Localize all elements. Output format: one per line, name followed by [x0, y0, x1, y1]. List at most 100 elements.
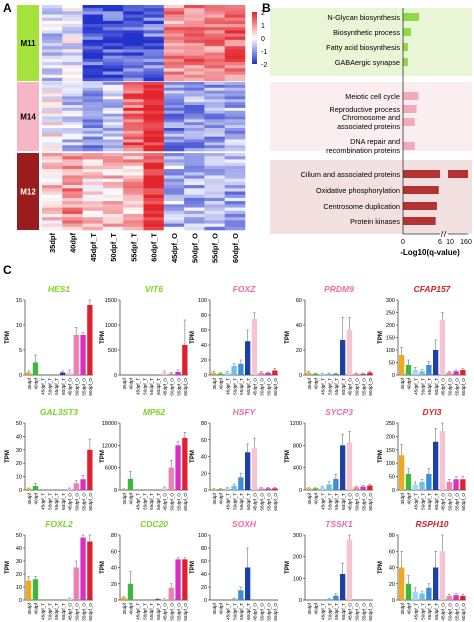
heatmap-cell [204, 87, 225, 91]
y-tick-label: 0 [392, 373, 395, 379]
heatmap-cell [204, 148, 225, 152]
heatmap-cell [184, 87, 205, 91]
heatmap-cell [163, 110, 185, 114]
y-tick-label: 0 [114, 598, 117, 604]
heatmap-cell [143, 52, 165, 56]
heatmap-cell [184, 90, 205, 94]
heatmap-cell [42, 105, 63, 109]
heatmap-cell [163, 139, 185, 143]
heatmap-cell [123, 133, 144, 137]
x-tick-label: 50dpf_T [47, 603, 52, 620]
heatmap-cell [204, 11, 225, 15]
enrichment-term-label: GABAergic synapse [335, 58, 400, 67]
heatmap-cell [42, 139, 63, 143]
enrichment-bar [403, 105, 417, 113]
heatmap-cell [163, 74, 185, 79]
bar [433, 567, 439, 600]
heatmap-cell [163, 175, 185, 179]
bar [32, 362, 39, 375]
y-tick-label: 40 [111, 566, 117, 572]
heatmap-cell [123, 194, 144, 199]
y-tick-label: 80 [201, 313, 207, 319]
heatmap-cell [163, 8, 185, 12]
bar [405, 473, 412, 490]
x-tick-label: 50dpf_T [232, 603, 237, 620]
heatmap-column-label: 45dpf_O [170, 233, 179, 263]
heatmap-cell [82, 107, 104, 112]
heatmap-cell [62, 159, 83, 163]
heatmap-cell [204, 49, 225, 53]
heatmap-cell [204, 110, 225, 114]
bar [319, 487, 325, 490]
x-tick-label: 55dpf_T [239, 378, 244, 395]
heatmap-cell [224, 223, 246, 228]
heatmap-cell [143, 33, 165, 37]
x-tick-label: 45dpf_O [348, 603, 353, 621]
heatmap-cell [224, 93, 246, 97]
heatmap-cell [102, 27, 124, 31]
heatmap-cell [143, 49, 165, 53]
heatmap-cell [62, 119, 83, 123]
y-tick-label: 60 [201, 559, 207, 565]
heatmap-cell [42, 223, 63, 228]
gene-title: HES1 [48, 284, 70, 294]
heatmap-cell [82, 191, 104, 196]
x-tick-label: 55dpf_O [361, 378, 366, 396]
heatmap-cell [163, 33, 185, 37]
heatmap-cell [204, 74, 225, 79]
heatmap-cell [224, 62, 246, 66]
bar [426, 473, 432, 490]
x-tick-label: 40dpf [34, 377, 39, 389]
y-tick-label: 100 [293, 576, 302, 582]
x-tick-label: 50dpf_O [260, 493, 265, 511]
heatmap-cell [82, 122, 104, 126]
heatmap-cell [102, 139, 124, 143]
y-tick-label: 0 [19, 373, 22, 379]
heatmap-cell [143, 58, 165, 63]
heatmap-cell [163, 172, 185, 176]
x-tick-label: 60dpf_O [461, 378, 466, 396]
heatmap-cell [82, 110, 104, 114]
x-tick-label: 50dpf_O [355, 603, 360, 621]
heatmap-cell [204, 102, 225, 106]
heatmap-cell [143, 217, 165, 221]
bar [245, 567, 251, 600]
heatmap-cell [62, 169, 83, 173]
heatmap-cell [62, 71, 83, 75]
heatmap-cell [82, 217, 104, 221]
heatmap-cell [224, 55, 246, 60]
heatmap-cell [42, 99, 63, 103]
bar [161, 488, 168, 490]
heatmap-cell [143, 20, 165, 25]
heatmap-cell [102, 68, 124, 72]
y-tick-label: 40 [201, 572, 207, 578]
bar [446, 372, 452, 375]
bar [399, 455, 405, 490]
x-tick-label: 35dpf [27, 602, 32, 614]
heatmap-cell [102, 113, 124, 117]
heatmap-cell [224, 71, 246, 75]
heatmap-cell [204, 93, 225, 97]
y-axis-label: TPM [378, 561, 384, 574]
y-tick-label: 50 [389, 475, 395, 481]
heatmap-cell [82, 188, 104, 192]
heatmap-cell [204, 175, 225, 179]
heatmap-cell [184, 122, 205, 126]
y-tick-label: 300 [386, 298, 395, 304]
heatmap-cell [184, 99, 205, 103]
y-tick-label: 18000 [102, 421, 117, 427]
enrichment-tick-label: 0 [401, 239, 405, 246]
heatmap-cell [82, 153, 104, 157]
heatmap-cell [102, 159, 124, 163]
enrichment-term-label: Centrosome duplication [323, 202, 400, 211]
heatmap-cell [102, 36, 124, 41]
heatmap-cell [62, 77, 83, 82]
heatmap-cell [184, 153, 205, 157]
y-axis-label: TPM [378, 450, 384, 463]
heatmap-cell [184, 74, 205, 79]
heatmap-cell [42, 8, 63, 12]
heatmap-cell [143, 17, 165, 22]
bar [238, 363, 244, 375]
heatmap-cell [184, 52, 205, 56]
heatmap-cell [204, 84, 225, 89]
